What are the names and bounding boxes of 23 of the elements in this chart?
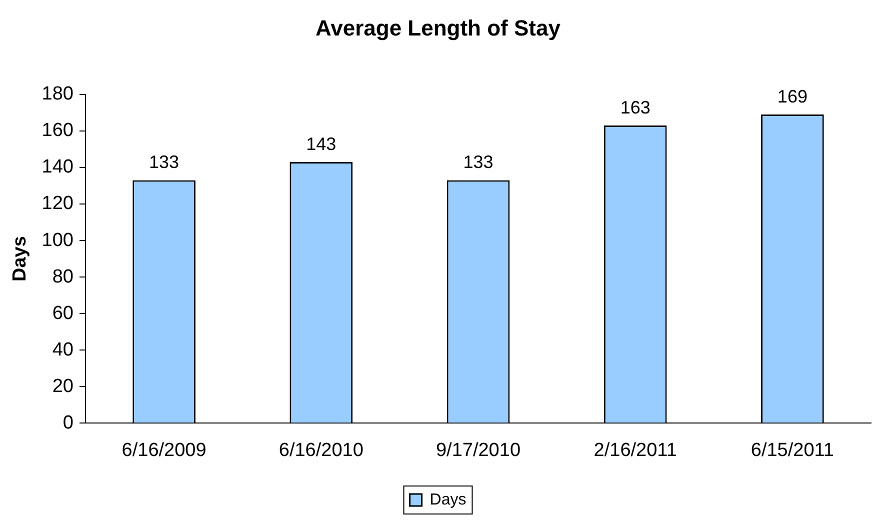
y-tick-label: 100 <box>42 230 74 251</box>
y-tick-label: 160 <box>42 120 74 142</box>
y-axis-title: Days <box>10 236 31 282</box>
data-label: 133 <box>463 152 494 172</box>
data-label: 133 <box>149 152 180 172</box>
y-tick-label: 180 <box>42 84 74 105</box>
chart-title: Average Length of Stay <box>316 15 562 40</box>
legend-label: Days <box>430 491 466 508</box>
x-tick-label: 6/16/2009 <box>122 440 206 461</box>
y-tick-label: 20 <box>52 376 74 397</box>
x-tick-label: 2/16/2011 <box>594 440 677 461</box>
y-tick-label: 60 <box>52 302 74 324</box>
data-label: 163 <box>620 97 650 118</box>
data-label: 143 <box>306 134 336 154</box>
y-tick-label: 120 <box>42 193 74 214</box>
y-tick-label: 80 <box>52 266 74 288</box>
x-tick-label: 9/17/2010 <box>436 440 521 461</box>
data-label: 169 <box>777 86 808 106</box>
x-tick-label: 6/15/2011 <box>750 440 834 461</box>
y-tick-label: 140 <box>42 156 74 178</box>
y-tick-label: 0 <box>62 412 74 434</box>
y-tick-label: 40 <box>52 339 74 360</box>
x-tick-label: 6/16/2010 <box>278 440 364 461</box>
